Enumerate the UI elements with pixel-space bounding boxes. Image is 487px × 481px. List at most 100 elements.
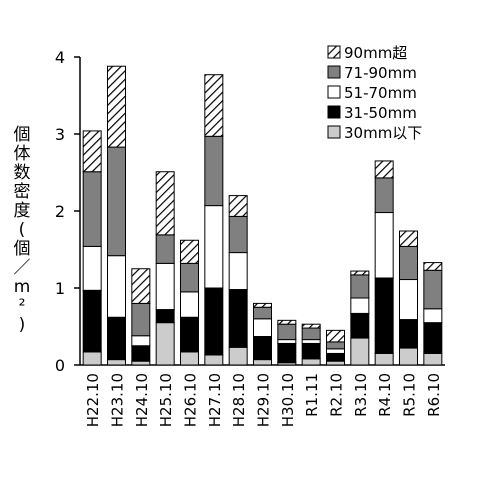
x-tick-label: R6.10 <box>425 373 443 417</box>
legend-swatch <box>327 65 341 79</box>
bar-segment <box>326 352 345 362</box>
bar-segment <box>253 336 272 361</box>
bar-segment <box>350 270 370 276</box>
x-tick-label: H25.10 <box>157 373 175 427</box>
bar-segment <box>228 289 248 348</box>
bar-segment <box>204 135 224 207</box>
bar-segment <box>155 234 175 264</box>
x-tick-label: H22.10 <box>84 373 102 427</box>
bar-segment <box>423 322 443 354</box>
legend-item: 51-70mm <box>327 84 417 102</box>
bar-segment <box>399 279 418 321</box>
bar-segment <box>82 245 102 291</box>
bar-segment <box>374 352 394 366</box>
bar-segment <box>204 205 224 289</box>
bar-segment <box>228 215 248 254</box>
bar-segment <box>180 262 199 293</box>
bar-segment <box>155 309 175 324</box>
bar-segment <box>204 354 224 366</box>
bar-segment <box>350 274 370 299</box>
bar-segment <box>107 146 126 257</box>
bar-segment <box>301 327 321 341</box>
bar-segment <box>277 323 297 341</box>
legend-swatch <box>327 105 341 119</box>
bar-segment <box>423 308 443 324</box>
bar-segment <box>253 302 272 308</box>
bar-segment <box>374 177 394 214</box>
y-tick-label: 0 <box>55 356 65 375</box>
legend-item: 71-90mm <box>327 64 417 82</box>
bar-segment <box>131 335 151 347</box>
bar-segment <box>277 319 297 325</box>
bar-segment <box>399 319 418 349</box>
bar-segment <box>107 65 126 148</box>
bar-segment <box>107 316 126 361</box>
bar-segment <box>326 348 345 354</box>
bar-segment <box>180 351 199 366</box>
legend-label: 71-90mm <box>344 64 417 82</box>
x-tick-label: R4.10 <box>376 373 394 417</box>
x-tick-label: H28.10 <box>230 373 248 427</box>
bar-segment <box>155 171 175 236</box>
bar-segment <box>399 230 418 247</box>
bar-segment <box>301 323 321 329</box>
x-tick-label: H23.10 <box>109 373 127 427</box>
bar-segment <box>228 252 248 291</box>
bar-segment <box>131 360 151 366</box>
bar-segment <box>82 130 102 173</box>
bar-segment <box>180 316 199 353</box>
bar-segment <box>131 345 151 362</box>
bar-segment <box>131 302 151 337</box>
bar-segment <box>107 359 126 366</box>
y-tick-label: 3 <box>55 125 65 144</box>
bar-segment <box>277 339 297 344</box>
legend-label: 31-50mm <box>344 104 417 122</box>
legend: 90mm超 71-90mm 51-70mm 31-50mm 30mm以下 <box>327 44 422 142</box>
bar-segment <box>423 269 443 310</box>
legend-label: 90mm超 <box>344 44 407 62</box>
bar-segment <box>82 289 102 353</box>
bar-segment <box>253 306 272 320</box>
bar-segment <box>253 359 272 366</box>
y-axis-label: 個体数密度(個／ m ²) <box>14 125 31 335</box>
bar-segment <box>350 297 370 314</box>
legend-label: 51-70mm <box>344 84 417 102</box>
bar-segment <box>423 352 443 366</box>
legend-swatch <box>327 125 341 139</box>
bar-segment <box>326 341 345 350</box>
legend-swatch <box>327 45 341 59</box>
x-tick-label: R3.10 <box>352 373 370 417</box>
legend-swatch <box>327 85 341 99</box>
legend-item: 90mm超 <box>327 44 407 62</box>
y-tick-label: 2 <box>55 202 65 221</box>
bar-segment <box>228 346 248 366</box>
bar-segment <box>155 262 175 311</box>
x-tick-label: H26.10 <box>182 373 200 427</box>
legend-item: 31-50mm <box>327 104 417 122</box>
bar-segment <box>277 342 297 364</box>
bar-segment <box>180 239 199 264</box>
bar-segment <box>155 322 175 366</box>
bar-segment <box>374 160 394 179</box>
bar-segment <box>82 171 102 247</box>
y-tick-label: 1 <box>55 279 65 298</box>
x-tick-label: H24.10 <box>133 373 151 427</box>
bar-segment <box>301 342 321 360</box>
x-tick-label: H29.10 <box>255 373 273 427</box>
plot-area: 0 1 2 3 4 H22.10 H23.10 H24.10 H25.10 H26.10 H27.1… <box>55 48 445 427</box>
bar-segment <box>399 347 418 366</box>
bar-segment <box>374 277 394 354</box>
bar-segment <box>107 255 126 318</box>
x-tick-label: R1.11 <box>303 373 321 417</box>
bar-segment <box>326 360 345 366</box>
bar-segment <box>326 329 345 343</box>
legend-label: 30mm以下 <box>344 124 422 142</box>
bar-segment <box>374 212 394 279</box>
x-tick-label: R2.10 <box>328 373 346 417</box>
bar-segment <box>228 195 248 217</box>
x-tick-label: R5.10 <box>401 373 419 417</box>
bar-segment <box>180 291 199 318</box>
legend-item: 30mm以下 <box>327 124 422 142</box>
x-tick-label: H27.10 <box>206 373 224 427</box>
